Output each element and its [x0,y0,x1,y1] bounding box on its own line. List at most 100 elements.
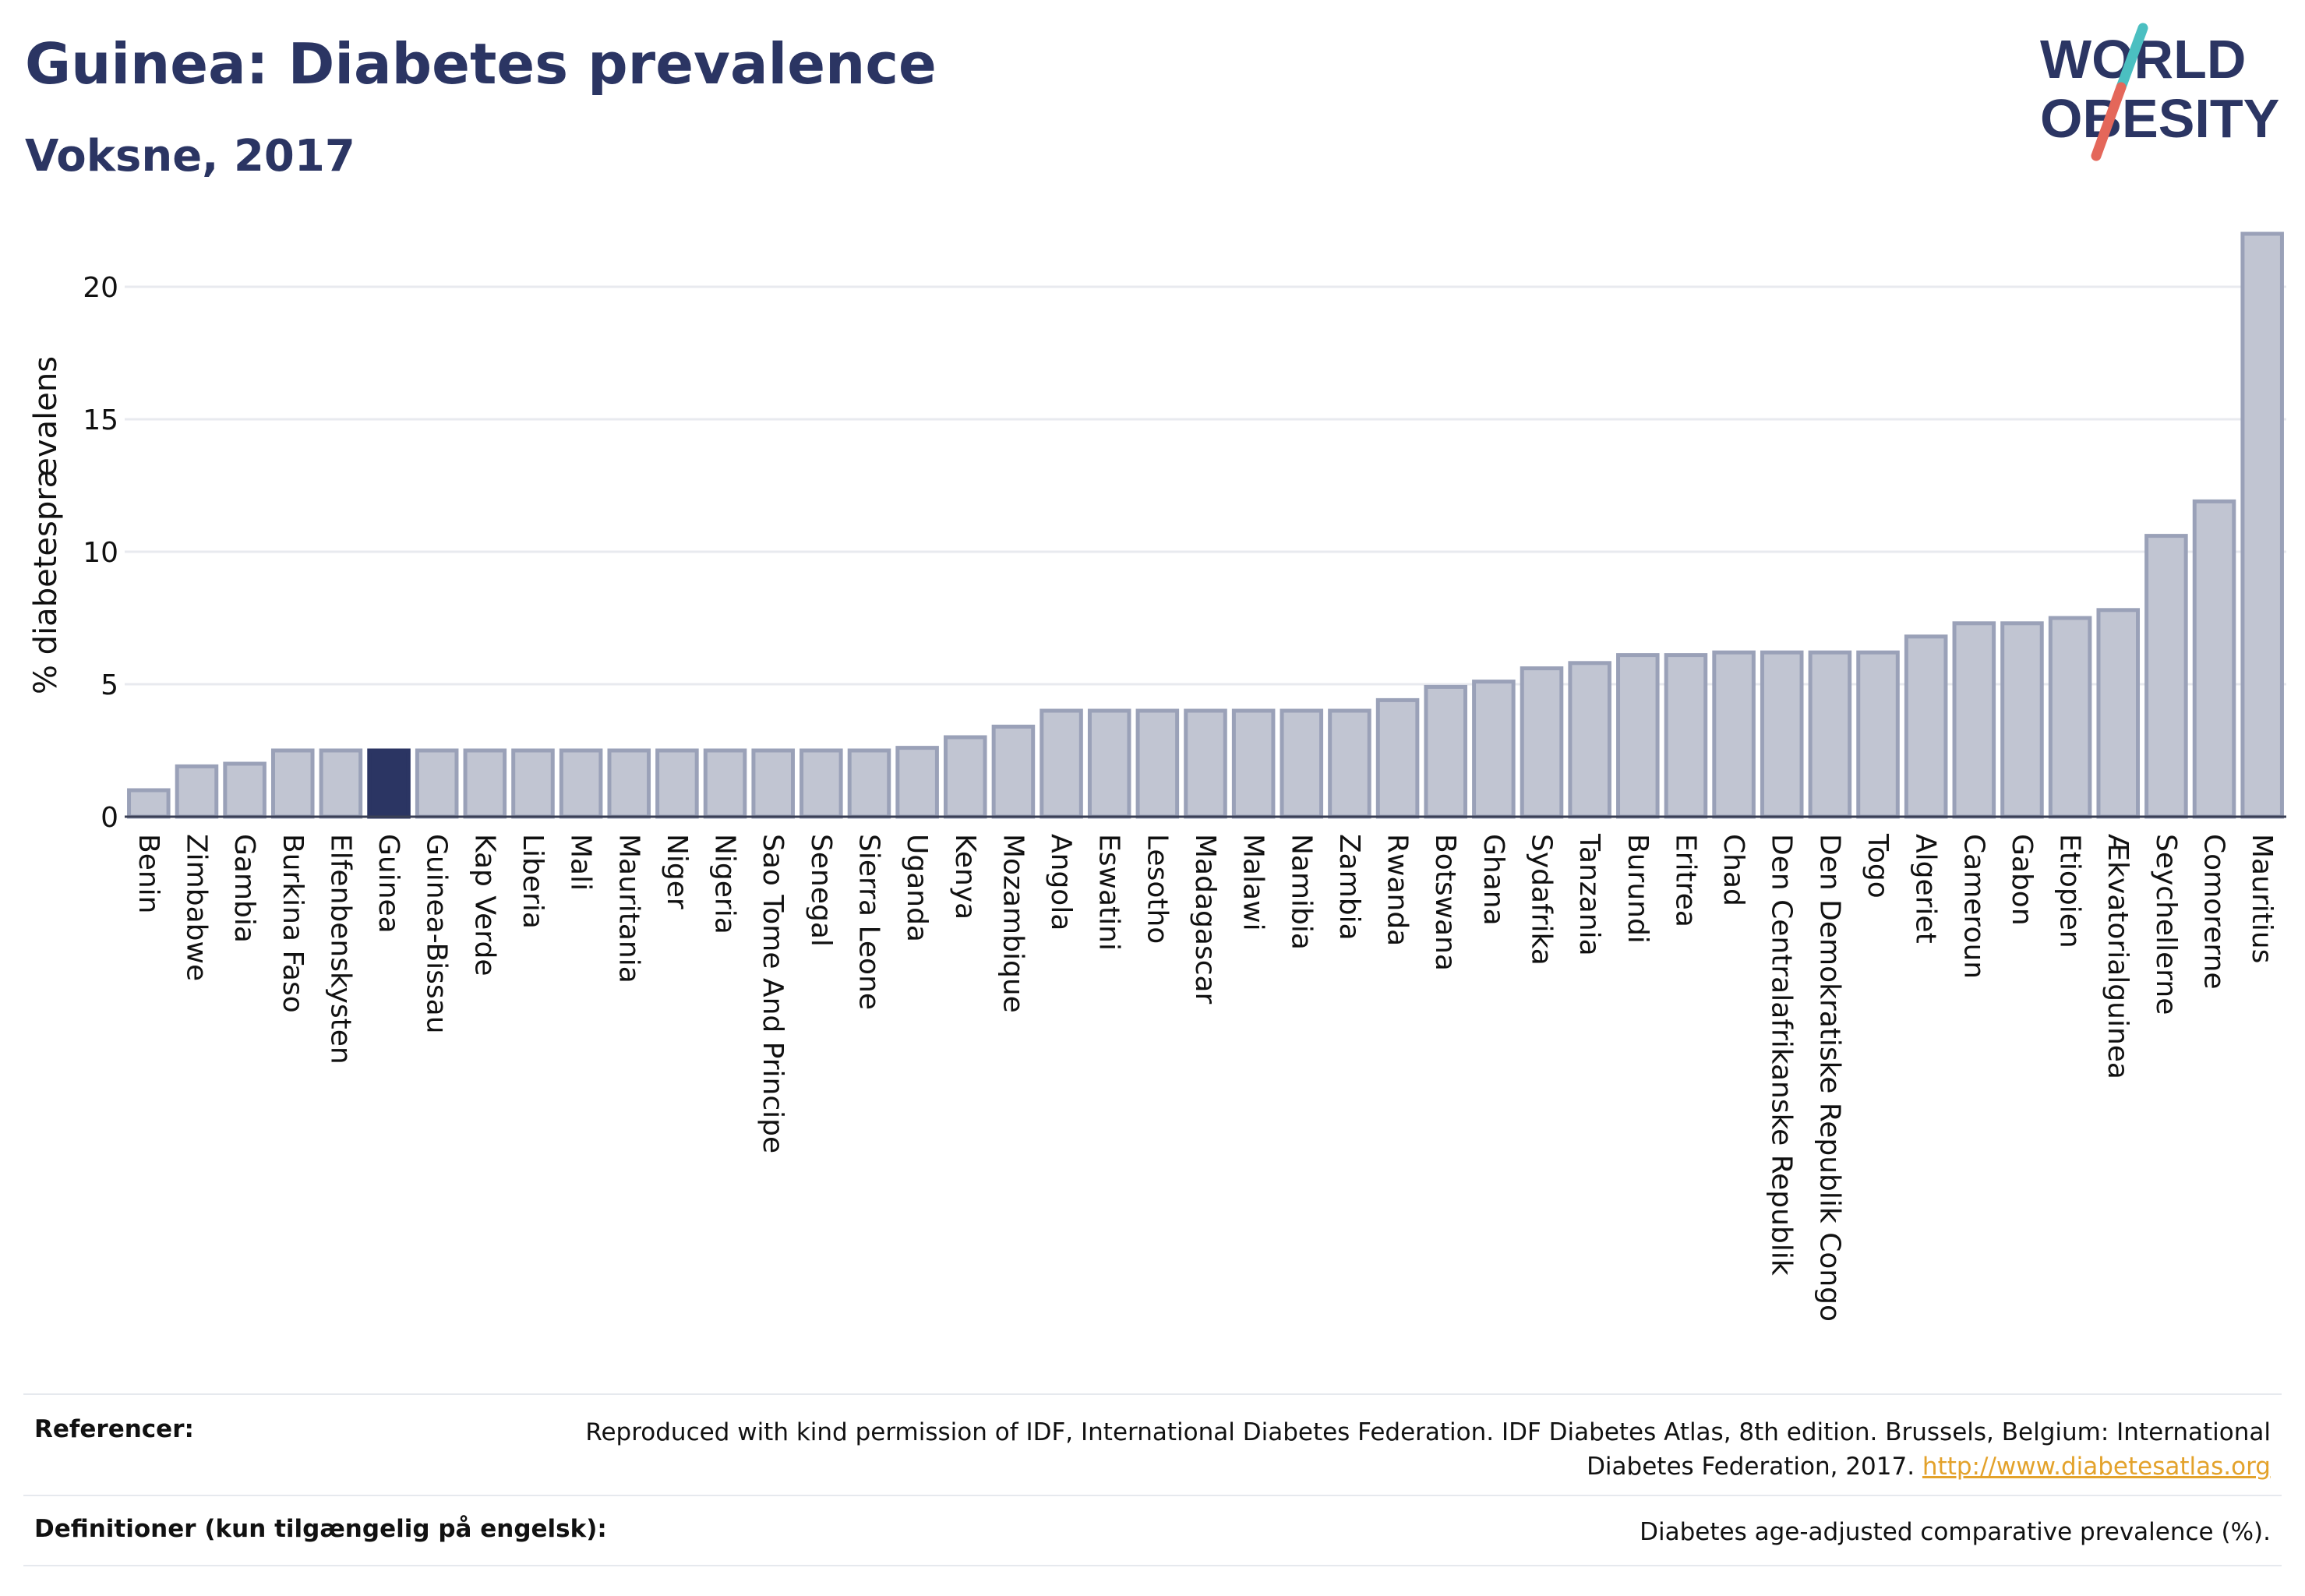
x-tick-label: Liberia [517,834,549,929]
bar [270,748,315,819]
chart-subtitle: Voksne, 2017 [25,131,355,182]
bar [1040,708,1083,819]
y-tick-label: 20 [83,272,118,304]
x-tick-label: Den Demokratiske Republik Congo [1813,834,1845,1322]
x-tick-label: Angola [1045,834,1077,930]
bar [1520,666,1564,819]
bar [1808,650,1852,819]
x-tick-label: Lesotho [1141,834,1173,944]
bar [463,748,507,819]
bar [1375,697,1420,819]
bar [655,748,699,819]
bar [607,748,651,819]
x-tick-label: Zambia [1333,834,1365,941]
bar [2144,534,2188,819]
x-tick-label: Eswatini [1093,834,1125,951]
x-tick-label: Senegal [805,834,837,947]
bar [1760,650,1804,819]
bar-chart: 0 5 10 15 20 Benin Zimbabwe Gambia Burkina Faso… [28,231,2286,1322]
y-tick-label: 15 [83,404,118,436]
bar [1424,684,1467,819]
x-tick-label: Mali [565,834,597,891]
definitions-row: Definitioner (kun tilgængelig på engelsk… [23,1495,2282,1566]
chart-title: Guinea: Diabetes prevalence [25,31,937,97]
logo-slash-teal [2116,23,2148,93]
bar [319,748,363,819]
x-tick-label: Zimbabwe [180,834,212,981]
x-tick-label: Seychellerne [2150,834,2182,1015]
bar [895,746,939,819]
x-tick-label: Cameroun [1957,834,1989,979]
x-tick-label: Mauritius [2246,834,2278,963]
footer-table: Referencer: Reproduced with kind permiss… [23,1393,2282,1566]
y-tick-label: 5 [101,669,118,701]
bar [1568,661,1611,819]
x-tick-label: Mauritania [612,834,644,983]
references-text: Reproduced with kind permission of IDF, … [585,1418,2271,1481]
x-tick-label: Tanzania [1573,833,1605,956]
definitions-text: Diabetes age-adjusted comparative preval… [1640,1518,2271,1546]
x-tick-label: Den Centralafrikanske Republik [1766,834,1798,1276]
x-tick-label: Mozambique [997,834,1029,1013]
world-obesity-logo: WORLD OBESITY [2040,23,2279,161]
x-tick-label: Rwanda [1382,834,1414,946]
x-tick-label: Ækvatorialguinea [2102,834,2134,1079]
x-tick-label: Botswana [1429,834,1461,971]
bar [2000,621,2044,819]
bar [1328,708,1371,819]
references-label: Referencer: [34,1415,194,1443]
x-axis-labels: Benin Zimbabwe Gambia Burkina Faso Elfenbens… [132,833,2278,1322]
x-tick-label: Sao Tome And Principe [757,834,789,1153]
bar [1664,653,1708,819]
x-tick-label: Elfenbenskysten [324,834,356,1065]
x-tick-label: Kap Verde [468,834,500,976]
y-tick-label: 10 [83,537,118,569]
x-tick-label: Togo [1862,833,1894,899]
bar [991,724,1036,819]
bar [2048,616,2092,819]
x-tick-label: Eritrea [1669,834,1701,927]
x-tick-label: Burundi [1622,834,1654,944]
x-tick-label: Sierra Leone [852,834,884,1010]
references-link[interactable]: http://www.diabetesatlas.org [1922,1453,2271,1481]
x-tick-label: Sydafrika [1526,834,1558,966]
bar [2192,499,2236,819]
x-tick-label: Nigeria [709,834,741,934]
bar [751,748,795,819]
bar-highlight [367,748,411,819]
bar [1135,708,1180,819]
x-tick-label: Guinea-Bissau [421,834,453,1034]
x-tick-label: Madagascar [1189,834,1221,1005]
x-tick-label: Uganda [901,834,933,942]
bar [415,748,459,819]
bar [703,748,747,819]
bar [1952,621,1996,819]
x-tick-label: Kenya [949,834,981,920]
x-tick-label: Guinea [372,834,404,934]
bars [127,231,2284,819]
bar [1280,708,1324,819]
bar [1616,653,1660,819]
logo-slash-red [2091,82,2127,161]
x-tick-label: Namibia [1285,834,1317,950]
x-tick-label: Benin [132,834,164,913]
bar [1856,650,1900,819]
y-axis-ticks: 0 5 10 15 20 [83,272,118,834]
bar [2096,608,2141,819]
x-tick-label: Ghana [1477,834,1509,926]
x-tick-label: Comorerne [2198,834,2230,990]
bar [2240,231,2284,819]
x-tick-label: Algeriet [1910,834,1942,944]
bar [559,748,603,819]
references-row: Referencer: Reproduced with kind permiss… [23,1393,2282,1495]
bar [511,748,555,819]
x-tick-label: Chad [1717,834,1749,906]
x-tick-label: Burkina Faso [277,834,309,1013]
y-axis-label: % diabetesprævalens [28,356,64,694]
bar [1472,680,1516,819]
x-tick-label: Gabon [2006,834,2038,926]
x-tick-label: Niger [661,834,693,909]
bar [175,764,219,819]
bar [800,748,843,819]
bar [1712,650,1756,819]
